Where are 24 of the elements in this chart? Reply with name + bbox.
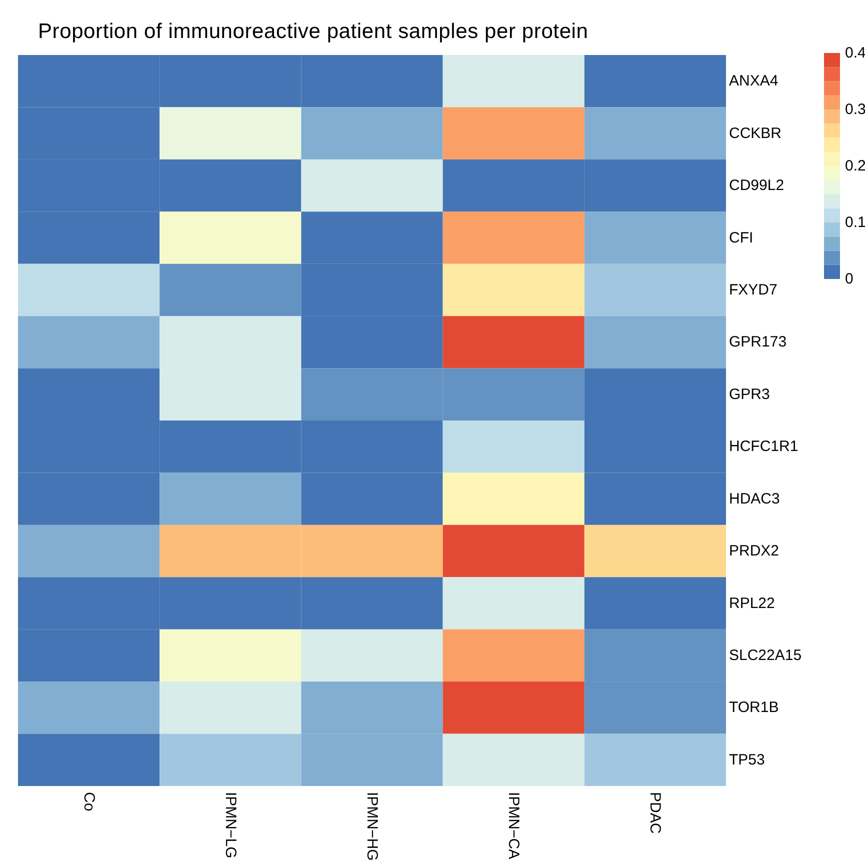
x-tick-label: Co [80, 792, 98, 812]
y-tick-label: ANXA4 [729, 72, 778, 90]
color-bar-label: 0.3 [845, 101, 865, 118]
y-tick-label: CCKBR [729, 124, 782, 142]
y-tick-label: PRDX2 [729, 542, 780, 560]
y-tick-label: HDAC3 [729, 490, 780, 508]
y-tick-label: CD99L2 [729, 177, 784, 194]
y-tick-label: GPR3 [729, 386, 770, 403]
y-tick-label: FXYD7 [729, 281, 778, 298]
y-tick-label: RPL22 [729, 594, 775, 612]
y-tick-label: TP53 [729, 751, 765, 768]
color-bar-label: 0.1 [845, 214, 865, 231]
x-tick-label: PDAC [646, 792, 664, 834]
y-tick-label: SLC22A15 [729, 646, 802, 664]
x-tick-label: IPMN−LG [222, 792, 239, 858]
y-tick-label: HCFC1R1 [729, 438, 798, 456]
y-tick-label: GPR173 [729, 334, 787, 351]
color-bar-label: 0 [845, 270, 854, 288]
y-tick-label: CFI [729, 229, 754, 246]
color-bar-label: 0.2 [845, 158, 865, 174]
chart-title: Proportion of immunoreactive patient samples per protein [38, 20, 588, 43]
x-tick-label: IPMN−HG [364, 792, 380, 861]
y-tick-label: TOR1B [729, 699, 779, 716]
x-tick-label: IPMN−CA [505, 792, 522, 860]
